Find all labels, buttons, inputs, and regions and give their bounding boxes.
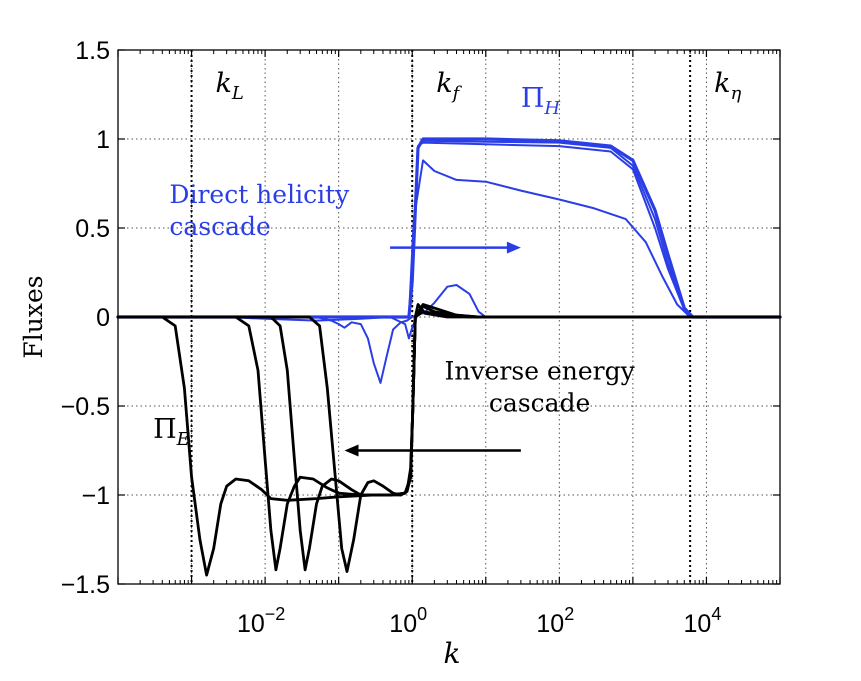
- y-tick-label: 0: [96, 304, 110, 332]
- series-lines: [116, 137, 782, 577]
- scale-label: kL: [216, 68, 244, 104]
- series-line-5: [117, 284, 781, 384]
- x-tick-label: 104: [684, 604, 722, 638]
- y-tick-label: 1: [96, 126, 110, 154]
- y-tick-label: −1.5: [61, 571, 110, 599]
- series-line-10: [116, 303, 782, 573]
- x-tick-label: 100: [389, 604, 427, 638]
- x-axis-label: k: [444, 637, 461, 670]
- series-line-4: [117, 159, 781, 318]
- annotation-2: Inverse energy cascade: [445, 356, 636, 417]
- series-label-E: ΠE: [153, 414, 190, 450]
- series-line-3: [117, 141, 781, 318]
- x-tick-label: 102: [536, 604, 574, 638]
- y-tick-label: −1: [81, 482, 110, 510]
- x-tick-label: 10−2: [237, 604, 285, 638]
- scale-label: kη: [714, 68, 741, 104]
- y-tick-label: 0.5: [75, 215, 110, 243]
- text-labels: 1.5 1 0.5 0 −0.5 −1 −1.5 10−2 100 102 104 k Fluxes kL…: [19, 37, 742, 670]
- cascade-arrows: [344, 241, 521, 457]
- series-line-9: [116, 303, 782, 572]
- y-tick-label: −0.5: [61, 393, 110, 421]
- y-tick-label: 1.5: [75, 37, 110, 65]
- arrow-head-1: [506, 241, 521, 254]
- y-axis-label: Fluxes: [19, 275, 48, 358]
- annotation-1: Direct helicity cascade: [169, 180, 350, 241]
- arrow-head-2: [344, 444, 359, 457]
- series-label-H: ΠH: [521, 83, 561, 119]
- axis-ticks: [117, 49, 781, 585]
